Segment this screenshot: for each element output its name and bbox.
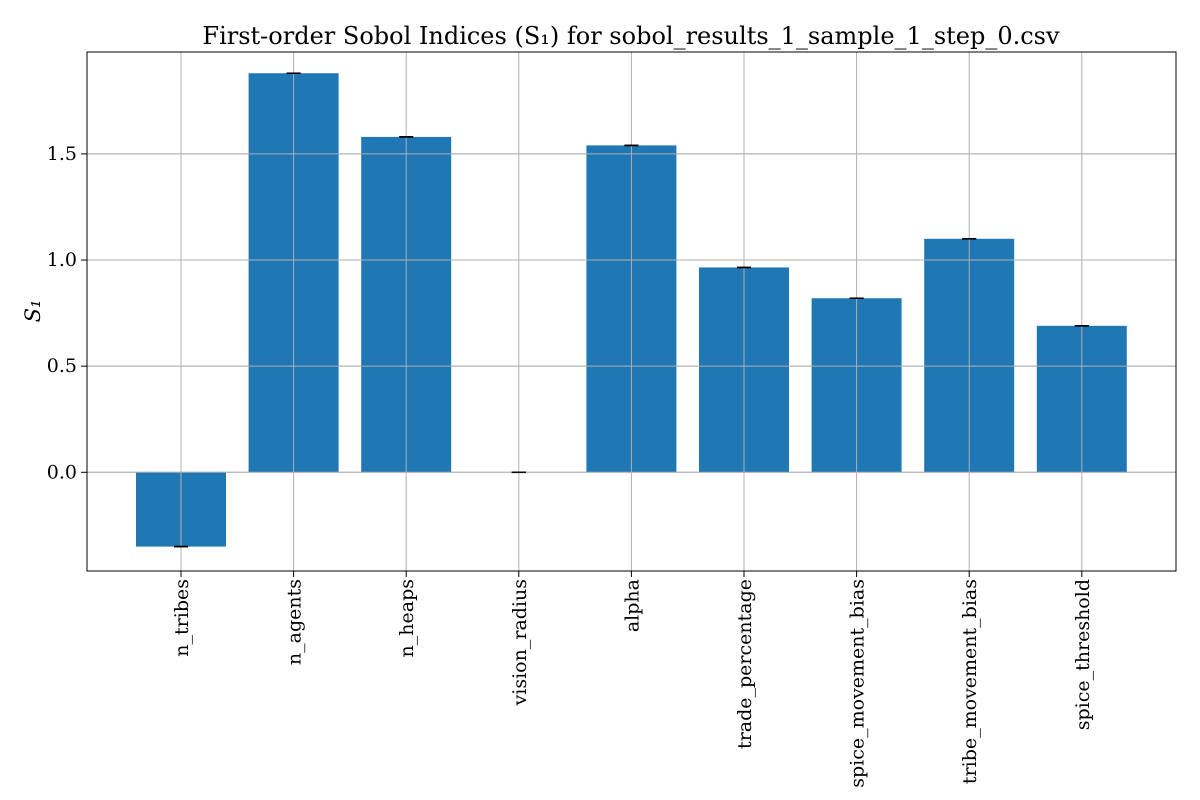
x-tick-label: n_agents (284, 579, 306, 665)
y-tick-label: 0.5 (47, 355, 77, 377)
x-tick-label: n_tribes (171, 579, 193, 657)
y-tick-label: 0.0 (47, 461, 77, 483)
x-grid-lines (180, 52, 1083, 571)
x-tick-label: trade_percentage (734, 579, 756, 749)
y-ticks: 0.0 0.5 1.0 1.5 (47, 143, 87, 483)
y-tick-label: 1.5 (47, 143, 77, 165)
y-tick-label: 1.0 (47, 249, 77, 271)
x-tick-label: spice_threshold (1072, 579, 1094, 730)
chart-title: First-order Sobol Indices (S₁) for sobol… (202, 22, 1060, 50)
error-bars (174, 72, 1089, 548)
x-tick-label: n_heaps (396, 579, 418, 657)
x-tick-label: tribe_movement_bias (959, 579, 981, 784)
x-tick-label: alpha (621, 579, 643, 632)
y-axis-label: S₁ (21, 300, 45, 323)
x-tick-label: vision_radius (509, 579, 531, 706)
x-ticks: n_tribes n_agents n_heaps vision_radius alph… (171, 571, 1094, 788)
x-tick-label: spice_movement_bias (847, 579, 869, 788)
